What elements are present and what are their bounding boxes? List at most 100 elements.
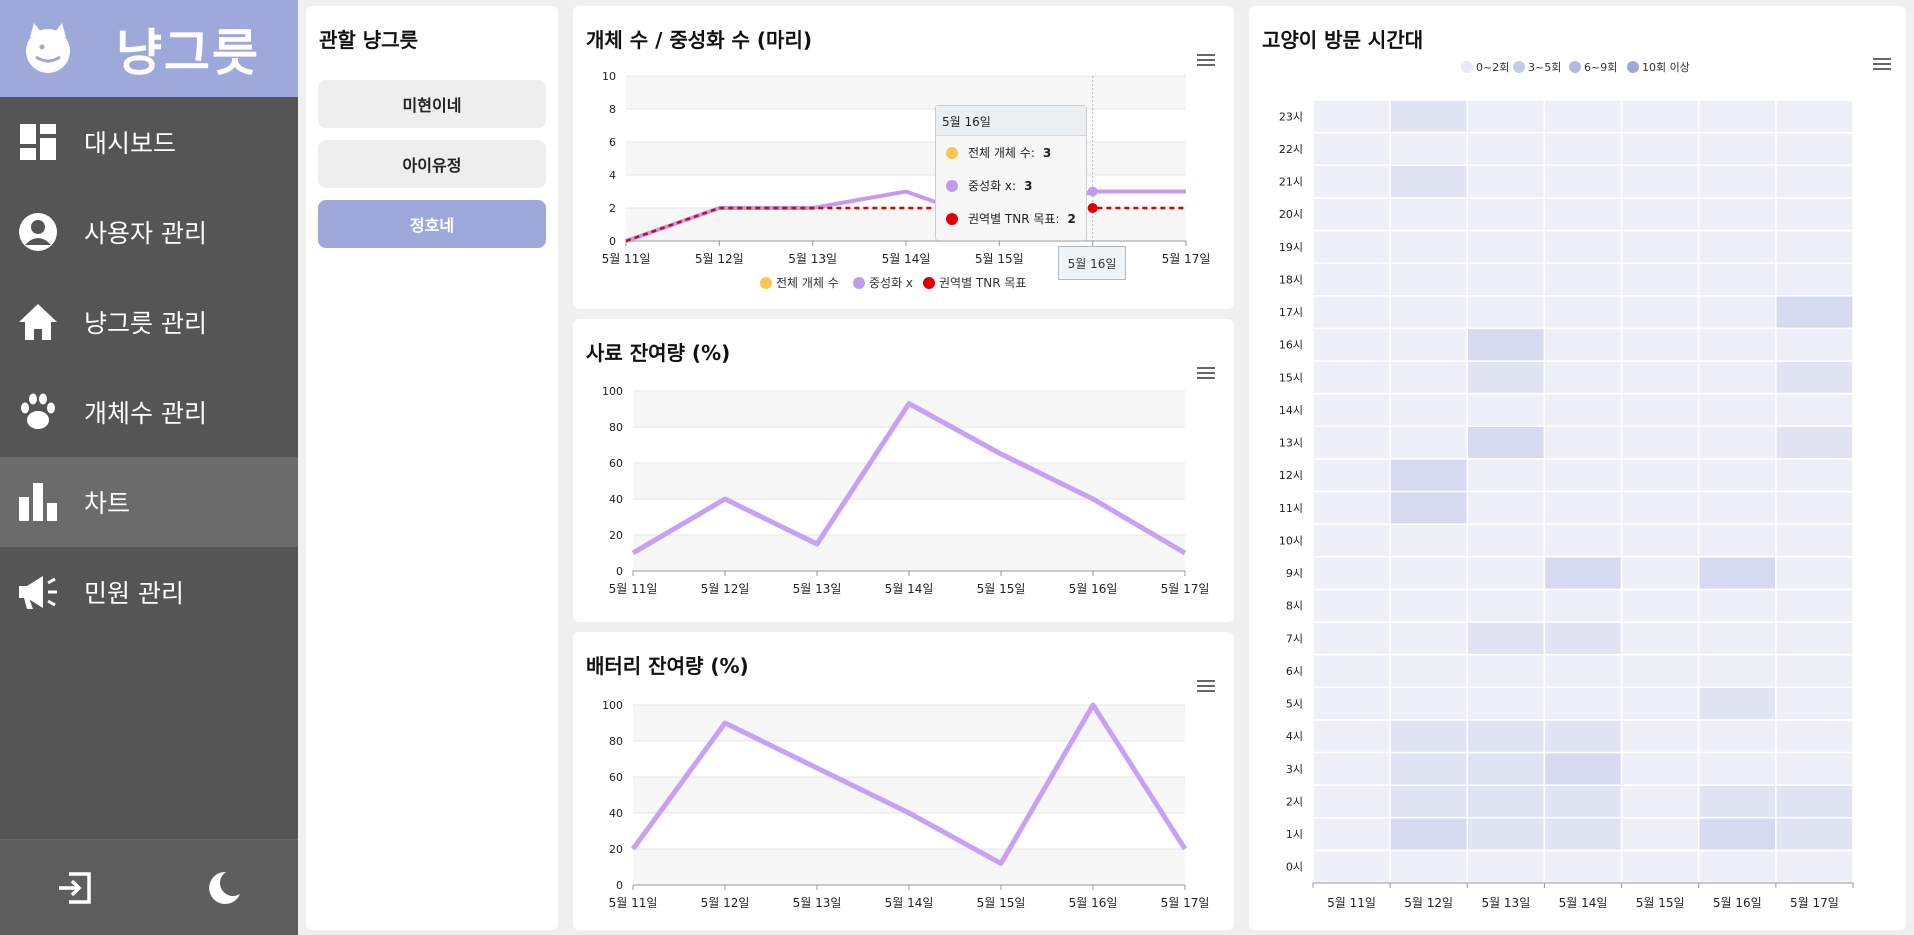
x-tick-label: 5월 14일	[1559, 896, 1608, 910]
x-tick-label: 5월 16일	[1069, 896, 1118, 910]
chart-menu-icon[interactable]	[1197, 54, 1215, 68]
brand-header[interactable]: 냥그릇	[0, 0, 298, 97]
y-tick-label: 17시	[1279, 306, 1303, 319]
megaphone-icon	[16, 570, 60, 614]
y-tick-label: 100	[602, 699, 623, 712]
x-tick-label: 5월 15일	[977, 582, 1026, 596]
heatmap-cell	[1466, 849, 1546, 884]
visit-heatmap-card: 0~2회 3~5회 6~9회 10회 이상 0시 1시 2시 3시 4시 5시 6시 7시 8시 9시 10…	[1249, 6, 1906, 930]
app-title: 냥그릇	[116, 23, 260, 82]
y-tick-label: 23시	[1279, 110, 1303, 123]
heatmap-cell	[1312, 523, 1391, 558]
tooltip-row: 전체 개체 수: 3	[936, 136, 1086, 169]
heatmap-cell	[1775, 392, 1854, 427]
heatmap-cell	[1620, 295, 1700, 330]
heatmap-cell	[1697, 425, 1777, 460]
sidebar-item-dashboard[interactable]: 대시보드	[0, 97, 298, 187]
heatmap-cell	[1543, 425, 1623, 460]
heatmap-cell	[1775, 686, 1854, 721]
heatmap-cell	[1466, 425, 1546, 460]
y-tick-label: 15시	[1279, 371, 1303, 384]
y-tick-label: 9시	[1286, 567, 1303, 580]
group-button[interactable]: 아이유정	[318, 140, 546, 188]
tooltip-value: 3	[1042, 145, 1052, 160]
heatmap-cell	[1775, 621, 1854, 656]
grid-band	[633, 777, 1185, 813]
heatmap-cell	[1543, 751, 1623, 786]
group-button[interactable]: 정호네	[318, 200, 546, 248]
heatmap-cell	[1775, 164, 1854, 199]
sidebar-item-paw[interactable]: 개체수 관리	[0, 367, 298, 457]
heatmap-cell	[1775, 653, 1854, 688]
population-chart-title: 개체 수 / 중성화 수 (마리)	[586, 28, 813, 52]
heatmap-cell	[1389, 295, 1469, 330]
heatmap-cell	[1466, 262, 1546, 297]
sidebar-item-megaphone[interactable]: 민원 관리	[0, 547, 298, 637]
heatmap-cell	[1466, 360, 1546, 395]
y-tick-label: 20	[609, 843, 623, 856]
heatmap-cell	[1389, 229, 1469, 264]
paw-icon	[16, 390, 60, 434]
heatmap-cell	[1389, 164, 1469, 199]
grid-band	[633, 391, 1185, 427]
legend-label: 중성화 x	[869, 276, 913, 290]
heatmap-cell	[1543, 588, 1623, 623]
heatmap-cell	[1775, 556, 1854, 591]
heatmap-cell	[1620, 523, 1700, 558]
heatmap-cell	[1466, 392, 1546, 427]
tooltip-label: 중성화 x:	[968, 179, 1017, 193]
heatmap-cell	[1620, 653, 1700, 688]
heatmap-cell	[1312, 686, 1391, 721]
heatmap-cell	[1543, 653, 1623, 688]
feed-chart-card: 0 20 40 60 80 100 5월 11일 5월 12일 5월 13일 5월 14일 5월 1…	[573, 319, 1234, 622]
heatmap-cell	[1775, 784, 1854, 819]
moon-icon[interactable]	[199, 863, 249, 913]
y-tick-label: 16시	[1279, 339, 1303, 352]
y-tick-label: 7시	[1286, 632, 1303, 645]
battery-chart-card: 0 20 40 60 80 100 5월 11일 5월 12일 5월 13일 5월 14일 5월 1…	[573, 632, 1234, 930]
heatmap-cell	[1312, 262, 1391, 297]
y-tick-label: 0시	[1286, 861, 1303, 874]
heatmap-cell	[1697, 131, 1777, 166]
y-tick-label: 10시	[1279, 534, 1303, 547]
heatmap-cell	[1775, 490, 1854, 525]
heatmap-cell	[1312, 458, 1391, 493]
heatmap-cell	[1697, 556, 1777, 591]
sidebar-item-label: 대시보드	[84, 129, 177, 158]
heatmap-cell	[1466, 784, 1546, 819]
legend-marker	[1513, 61, 1525, 73]
heatmap-cell	[1389, 131, 1469, 166]
heatmap-cell	[1389, 392, 1469, 427]
chart-menu-icon[interactable]	[1197, 367, 1215, 381]
x-tick-label: 5월 12일	[695, 252, 744, 266]
heatmap-cell	[1389, 784, 1469, 819]
heatmap-cell	[1697, 849, 1777, 884]
y-tick-label: 19시	[1279, 241, 1303, 254]
legend-label: 0~2회	[1476, 61, 1509, 74]
heatmap-cell	[1697, 327, 1777, 362]
logout-icon[interactable]	[50, 863, 100, 913]
sidebar-item-bar-chart[interactable]: 차트	[0, 457, 298, 547]
heatmap-cell	[1543, 490, 1623, 525]
heatmap-cell	[1543, 131, 1623, 166]
heatmap-cell	[1543, 262, 1623, 297]
heatmap-cell	[1697, 360, 1777, 395]
heatmap-cell	[1312, 621, 1391, 656]
heatmap-cell	[1697, 653, 1777, 688]
legend-label: 6~9회	[1584, 61, 1617, 74]
heatmap-cell	[1466, 523, 1546, 558]
chart-menu-icon[interactable]	[1197, 680, 1215, 694]
sidebar-item-home[interactable]: 냥그릇 관리	[0, 277, 298, 367]
heatmap-cell	[1620, 425, 1700, 460]
sidebar-item-user[interactable]: 사용자 관리	[0, 187, 298, 277]
x-tick-label: 5월 17일	[1790, 896, 1839, 910]
y-tick-label: 100	[602, 385, 623, 398]
x-tick-label: 5월 17일	[1161, 582, 1210, 596]
tooltip-title: 5월 16일	[936, 106, 1086, 136]
group-button[interactable]: 미현이네	[318, 80, 546, 128]
chart-menu-icon[interactable]	[1873, 58, 1891, 72]
heatmap-cell	[1543, 99, 1623, 134]
y-tick-label: 13시	[1279, 437, 1303, 450]
feed-chart-title: 사료 잔여량 (%)	[586, 341, 731, 365]
x-tick-label: 5월 12일	[701, 896, 750, 910]
